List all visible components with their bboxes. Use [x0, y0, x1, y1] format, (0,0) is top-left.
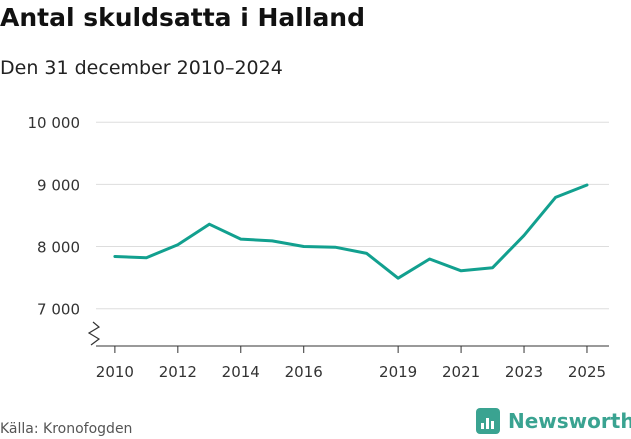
axis-break-icon: [87, 321, 101, 346]
data-point: [144, 256, 148, 260]
data-point: [522, 233, 526, 237]
y-tick-label: 8 000: [37, 239, 80, 257]
data-point: [553, 195, 557, 199]
data-point: [176, 243, 180, 247]
x-tick-label: 2023: [505, 363, 543, 381]
data-point: [428, 257, 432, 261]
data-point: [491, 266, 495, 270]
x-tick-label: 2012: [159, 363, 197, 381]
y-tick-label: 10 000: [28, 114, 81, 132]
source-note: Källa: Kronofogden: [0, 421, 133, 437]
x-tick-label: 2025: [568, 363, 606, 381]
x-tick-label: 2019: [379, 363, 417, 381]
brand-name: Newsworthy: [508, 409, 631, 433]
data-point: [396, 276, 400, 280]
data-point: [333, 245, 337, 249]
chart-title: Antal skuldsatta i Halland: [0, 3, 366, 32]
y-tick-label: 7 000: [37, 301, 80, 319]
data-point: [302, 245, 306, 249]
data-point: [365, 251, 369, 255]
series-line: [113, 183, 589, 280]
data-point: [207, 222, 211, 226]
x-tick-label: 2014: [222, 363, 260, 381]
data-point: [239, 237, 243, 241]
x-tick-label: 2010: [96, 363, 134, 381]
bar-chart-speech-bubble-icon: [476, 408, 500, 434]
chart-subtitle: Den 31 december 2010–2024: [0, 57, 283, 79]
x-tick-label: 2021: [442, 363, 480, 381]
x-tick-label: 2016: [285, 363, 323, 381]
data-point: [113, 254, 117, 258]
y-tick-label: 9 000: [37, 176, 80, 194]
data-point: [459, 269, 463, 273]
data-point: [270, 239, 274, 243]
data-point: [585, 183, 589, 187]
brand-logo: Newsworthy: [476, 408, 631, 434]
